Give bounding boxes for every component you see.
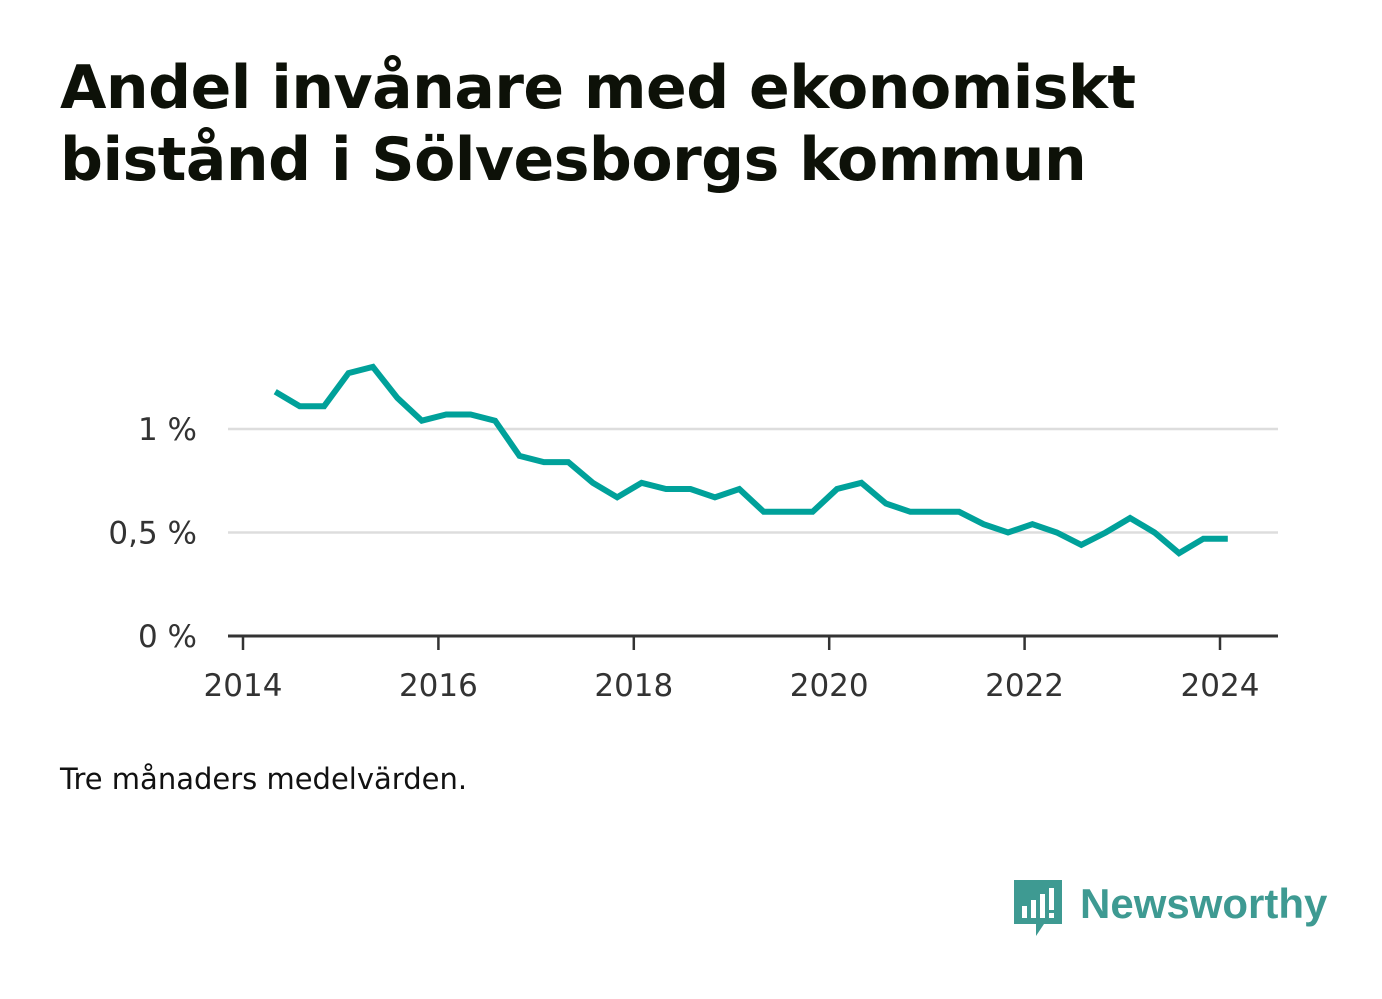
x-tick-label: 2024 <box>1181 668 1260 704</box>
x-axis: 2014 2016 2018 2020 2022 2024 <box>204 634 1278 704</box>
y-tick-label: 1 % <box>138 412 197 448</box>
x-tick-label: 2022 <box>985 668 1064 704</box>
newsworthy-logo-icon <box>1014 880 1062 936</box>
x-tick-label: 2014 <box>204 668 283 704</box>
y-axis-labels: 0 % 0,5 % 1 % <box>108 412 197 655</box>
x-tick-label: 2018 <box>594 668 673 704</box>
brand-name: Newsworthy <box>1080 880 1328 927</box>
y-tick-label: 0 % <box>138 619 197 655</box>
chart-title: Andel invånare med ekonomiskt bistånd i … <box>60 53 1136 195</box>
chart-caption: Tre månaders medelvärden. <box>60 762 468 796</box>
x-tick-label: 2020 <box>790 668 869 704</box>
y-tick-label: 0,5 % <box>108 516 197 552</box>
brand-logo: Newsworthy <box>1010 878 1330 942</box>
gridlines <box>228 427 1278 534</box>
line-chart: 2014 2016 2018 2020 2022 2024 0 % 0,5 % 1 % <box>108 363 1278 704</box>
x-tick-label: 2016 <box>399 668 478 704</box>
series-line <box>273 363 1228 557</box>
series-line-path <box>273 363 1228 557</box>
